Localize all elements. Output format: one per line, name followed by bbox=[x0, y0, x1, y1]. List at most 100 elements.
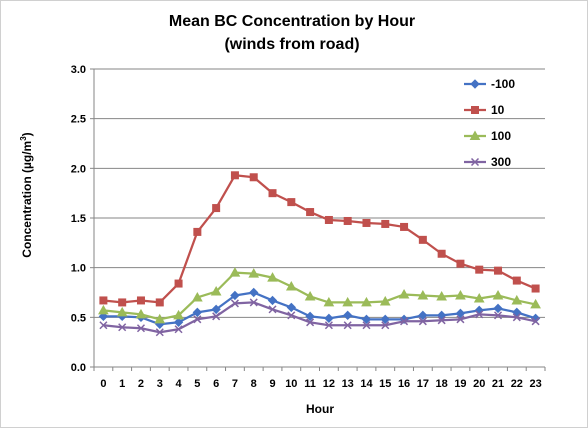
data-point bbox=[268, 305, 277, 314]
data-point bbox=[455, 308, 466, 319]
data-point bbox=[417, 289, 429, 300]
series-300 bbox=[99, 298, 540, 337]
data-point bbox=[418, 310, 428, 321]
data-point bbox=[99, 296, 108, 305]
data-point bbox=[230, 290, 240, 301]
data-point bbox=[249, 298, 258, 307]
data-point bbox=[135, 308, 147, 319]
y-tick-label: 1.0 bbox=[71, 263, 86, 275]
y-axis-title-superscript: 3 bbox=[19, 136, 28, 141]
legend-entry: 100 bbox=[464, 129, 511, 143]
data-point bbox=[512, 276, 521, 285]
data-point bbox=[324, 313, 334, 324]
legend-swatch-marker bbox=[471, 106, 479, 114]
data-point bbox=[473, 292, 485, 303]
y-tick-label: 0.5 bbox=[71, 312, 86, 324]
data-point bbox=[512, 313, 521, 322]
chart-subtitle: (winds from road) bbox=[224, 36, 359, 53]
data-point bbox=[116, 306, 128, 317]
x-tick-label: 9 bbox=[269, 378, 275, 390]
x-tick-label: 21 bbox=[492, 378, 504, 390]
series-neg100 bbox=[98, 287, 541, 329]
series-100 bbox=[98, 267, 541, 324]
data-point bbox=[287, 198, 296, 207]
data-point bbox=[118, 323, 127, 332]
data-point bbox=[343, 321, 352, 330]
legend-label: 300 bbox=[491, 155, 511, 169]
legend-label: -100 bbox=[491, 77, 515, 91]
chart-title: Mean BC Concentration by Hour bbox=[169, 13, 415, 30]
data-point bbox=[136, 324, 146, 333]
legend-label: 10 bbox=[491, 103, 505, 117]
data-point bbox=[494, 266, 503, 275]
data-point bbox=[174, 279, 183, 288]
data-point bbox=[361, 314, 372, 325]
data-point bbox=[229, 267, 241, 277]
data-point bbox=[362, 218, 371, 227]
series-line bbox=[103, 301, 536, 334]
data-point bbox=[212, 312, 221, 321]
x-tick-label: 6 bbox=[213, 378, 219, 390]
y-axis-title-main: Concentration (µg/m bbox=[20, 141, 34, 258]
data-point bbox=[400, 222, 409, 231]
data-point bbox=[248, 268, 260, 278]
x-tick-label: 13 bbox=[342, 378, 354, 390]
x-tick-label: 19 bbox=[454, 378, 466, 390]
x-tick-label: 14 bbox=[360, 378, 373, 390]
data-point bbox=[230, 171, 239, 180]
data-point bbox=[493, 311, 503, 320]
data-point bbox=[304, 290, 316, 301]
data-point bbox=[511, 294, 523, 305]
x-tick-label: 15 bbox=[379, 378, 391, 390]
data-point bbox=[136, 296, 145, 305]
data-point bbox=[286, 302, 297, 313]
x-axis-title: Hour bbox=[306, 402, 334, 416]
data-point bbox=[154, 313, 166, 324]
data-point bbox=[343, 216, 352, 225]
data-point bbox=[267, 272, 278, 282]
legend-label: 100 bbox=[491, 129, 511, 143]
data-point bbox=[456, 259, 465, 268]
data-point bbox=[268, 189, 277, 198]
data-point bbox=[212, 204, 221, 213]
data-point bbox=[380, 314, 390, 325]
y-tick-label: 1.5 bbox=[71, 213, 86, 225]
data-point bbox=[436, 290, 448, 301]
data-point bbox=[324, 215, 333, 224]
legend-entry: 300 bbox=[464, 155, 511, 169]
x-tick-label: 12 bbox=[323, 378, 335, 390]
x-tick-label: 3 bbox=[157, 378, 163, 390]
data-point bbox=[249, 287, 259, 298]
data-point bbox=[267, 295, 278, 306]
data-point bbox=[210, 285, 222, 296]
data-point bbox=[342, 296, 354, 307]
data-point bbox=[173, 309, 184, 320]
legend-swatch-marker bbox=[469, 130, 481, 140]
data-point bbox=[192, 307, 203, 318]
y-tick-label: 2.0 bbox=[71, 163, 86, 175]
data-point bbox=[174, 325, 183, 334]
x-tick-label: 17 bbox=[417, 378, 429, 390]
legend: -100 10 100 300 bbox=[464, 77, 515, 169]
data-point bbox=[361, 296, 372, 307]
x-axis-ticks: 0 1 2 3 4 5 6 7 8 9 10 11 12 13 14 15 16 17 18 19 20 21 22 23 bbox=[93, 367, 546, 390]
data-point bbox=[530, 298, 541, 309]
data-point bbox=[437, 249, 446, 258]
data-point bbox=[191, 291, 203, 302]
data-point bbox=[418, 235, 427, 244]
data-point bbox=[455, 289, 466, 300]
data-point bbox=[306, 318, 315, 327]
data-point bbox=[381, 321, 390, 330]
x-tick-label: 11 bbox=[304, 378, 316, 390]
data-point bbox=[492, 289, 504, 300]
data-point bbox=[324, 321, 333, 330]
data-point bbox=[362, 321, 371, 330]
data-point bbox=[249, 173, 258, 182]
data-point bbox=[230, 299, 239, 308]
data-point bbox=[437, 316, 446, 325]
x-tick-label: 8 bbox=[251, 378, 257, 390]
x-tick-label: 2 bbox=[138, 378, 144, 390]
legend-entry: 10 bbox=[464, 103, 505, 117]
data-point bbox=[155, 298, 164, 307]
